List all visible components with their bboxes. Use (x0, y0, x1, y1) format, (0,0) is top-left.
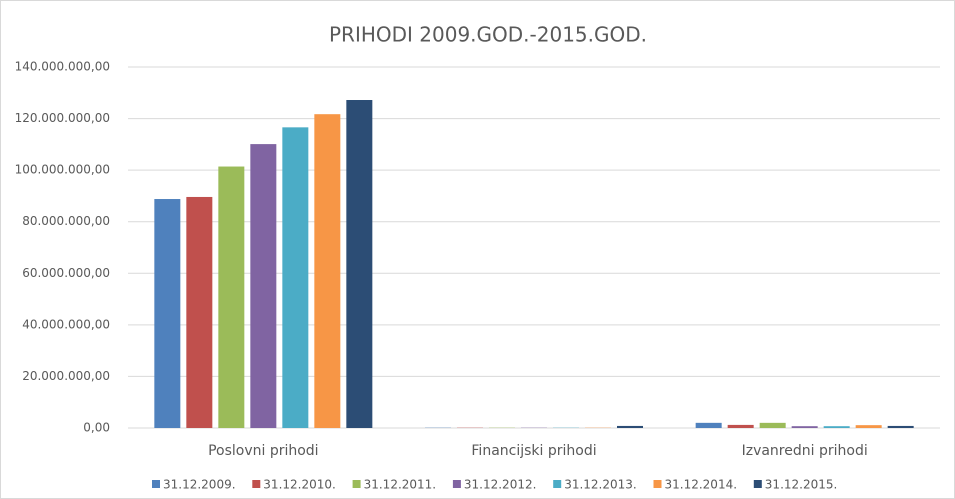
y-tick-label: 60.000.000,00 (22, 266, 110, 280)
legend-swatch (653, 480, 662, 488)
y-tick-label: 100.000.000,00 (15, 163, 110, 177)
legend-swatch (352, 480, 361, 488)
bar (314, 114, 341, 428)
y-tick-label: 40.000.000,00 (22, 317, 110, 331)
legend-swatch (452, 480, 461, 488)
bar (823, 426, 850, 428)
bar (791, 426, 818, 428)
y-tick-label: 140.000.000,00 (15, 60, 110, 74)
legend-label: 31.12.2009. (163, 478, 236, 492)
bar (346, 100, 373, 429)
legend-label: 31.12.2015. (765, 478, 838, 492)
y-tick-label: 120.000.000,00 (15, 111, 110, 125)
legend-label: 31.12.2011. (364, 478, 437, 492)
x-tick-label: Izvanredni prihodi (742, 443, 868, 459)
legend-label: 31.12.2013. (564, 478, 637, 492)
legend-swatch (753, 480, 762, 488)
bar (727, 424, 754, 428)
chart-title: PRIHODI 2009.GOD.-2015.GOD. (329, 23, 647, 47)
bar (759, 422, 786, 428)
bar (695, 422, 722, 428)
legend-label: 31.12.2012. (464, 478, 537, 492)
x-tick-label: Financijski prihodi (471, 443, 596, 459)
bar (282, 127, 309, 429)
bar (617, 425, 643, 428)
y-tick-label: 80.000.000,00 (22, 214, 110, 228)
bar (855, 425, 882, 428)
y-tick-label: 0,00 (83, 421, 110, 435)
bar (218, 166, 245, 429)
bar (887, 425, 914, 428)
bar (154, 199, 181, 428)
legend-label: 31.12.2014. (665, 478, 738, 492)
legend-swatch (553, 480, 562, 488)
y-tick-label: 20.000.000,00 (22, 369, 110, 383)
legend-swatch (252, 480, 261, 488)
bar (250, 144, 277, 428)
legend-swatch (152, 480, 160, 488)
legend-label: 31.12.2010. (263, 478, 336, 492)
x-tick-label: Poslovni prihodi (208, 443, 319, 459)
bar (186, 196, 213, 428)
